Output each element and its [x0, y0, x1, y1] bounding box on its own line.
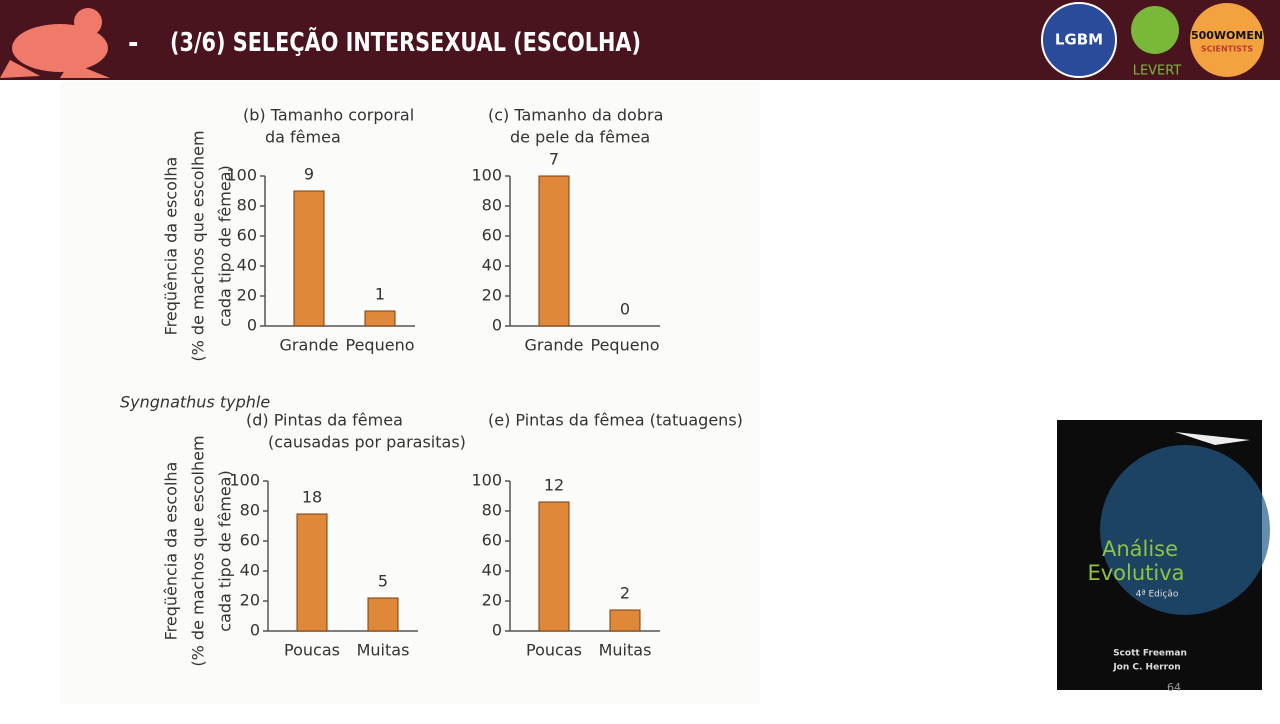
bar-count-label: 12: [544, 476, 564, 495]
chart-title: da fêmea: [265, 128, 341, 147]
bar: [538, 175, 570, 327]
book-author: Scott Freeman: [1113, 649, 1187, 659]
y-tick-label: 60: [237, 226, 257, 245]
y-tick-label: 0: [492, 316, 502, 335]
women-text: SCIENTISTS: [1201, 45, 1253, 54]
chart-title: (causadas por parasitas): [268, 433, 466, 452]
bar-count-label: 5: [378, 572, 388, 591]
bar-count-label: 7: [549, 150, 559, 169]
y-axis-label: cada tipo de fêmea): [216, 165, 235, 326]
y-tick-label: 20: [482, 286, 502, 305]
y-tick-label: 80: [482, 196, 502, 215]
chart-title: (e) Pintas da fêmea (tatuagens): [488, 411, 743, 430]
y-tick-label: 40: [237, 256, 257, 275]
bar-count-label: 18: [302, 488, 322, 507]
y-axis-label: Freqüência da escolha: [162, 462, 181, 641]
book-author: Jon C. Herron: [1112, 663, 1180, 673]
book-cover: [1057, 420, 1270, 690]
bar: [364, 310, 396, 327]
y-tick-label: 0: [247, 316, 257, 335]
bar: [367, 597, 399, 632]
species-label: Syngnathus typhle: [120, 393, 270, 412]
x-tick-label: Muitas: [599, 641, 652, 660]
y-tick-label: 60: [240, 531, 260, 550]
bar: [293, 190, 325, 327]
y-tick-label: 60: [482, 226, 502, 245]
chart-title: de pele da fêmea: [510, 128, 650, 147]
bar-count-label: 1: [375, 285, 385, 304]
chart-title: (d) Pintas da fêmea: [246, 411, 403, 430]
x-tick-label: Muitas: [357, 641, 410, 660]
header-dash: -: [128, 26, 138, 59]
y-axis-label: (% de machos que escolhem: [189, 435, 208, 666]
y-axis-label: Freqüência da escolha: [162, 157, 181, 336]
levert-text: LEVERT: [1133, 64, 1182, 79]
y-tick-label: 40: [482, 256, 502, 275]
y-tick-label: 80: [482, 501, 502, 520]
y-tick-label: 20: [482, 591, 502, 610]
book-title: Evolutiva: [1087, 561, 1184, 585]
y-tick-label: 40: [482, 561, 502, 580]
women-text: 500WOMEN: [1191, 29, 1263, 42]
bar-count-label: 2: [620, 584, 630, 603]
frog-logo: [0, 8, 110, 78]
levert-logo: [1131, 6, 1179, 54]
y-tick-label: 40: [240, 561, 260, 580]
y-tick-label: 100: [229, 471, 260, 490]
page-number: 64: [1167, 681, 1181, 694]
x-tick-label: Grande: [280, 336, 339, 355]
y-axis-label: (% de machos que escolhem: [189, 130, 208, 361]
y-tick-label: 100: [471, 471, 502, 490]
x-tick-label: Pequeno: [346, 336, 415, 355]
women-logo: [1190, 3, 1264, 77]
bar-count-label: 9: [304, 165, 314, 184]
chart-title: (c) Tamanho da dobra: [488, 106, 663, 125]
y-tick-label: 100: [471, 166, 502, 185]
x-tick-label: Poucas: [284, 641, 340, 660]
x-tick-label: Pequeno: [591, 336, 660, 355]
book-title: Análise: [1102, 537, 1178, 561]
bar-count-label: 0: [620, 300, 630, 319]
y-tick-label: 0: [250, 621, 260, 640]
y-axis-label: cada tipo de fêmea): [216, 470, 235, 631]
chart-title: (b) Tamanho corporal: [243, 106, 414, 125]
y-tick-label: 60: [482, 531, 502, 550]
lgbm-logo: [1041, 2, 1117, 78]
y-tick-label: 100: [226, 166, 257, 185]
y-tick-label: 0: [492, 621, 502, 640]
book-edition: 4ª Edição: [1136, 590, 1179, 600]
bar: [538, 501, 570, 632]
y-tick-label: 80: [240, 501, 260, 520]
figure-area: [60, 82, 760, 704]
bar: [296, 513, 328, 632]
header-title: (3/6) SELEÇÃO INTERSEXUAL (ESCOLHA): [170, 27, 641, 58]
x-tick-label: Grande: [525, 336, 584, 355]
y-tick-label: 20: [240, 591, 260, 610]
bar: [609, 609, 641, 632]
x-tick-label: Poucas: [526, 641, 582, 660]
y-tick-label: 20: [237, 286, 257, 305]
lgbm-text: LGBM: [1055, 31, 1103, 49]
y-tick-label: 80: [237, 196, 257, 215]
